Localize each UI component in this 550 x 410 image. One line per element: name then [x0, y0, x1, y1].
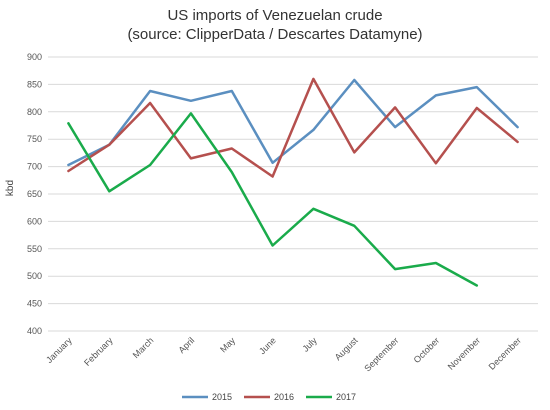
x-tick-label: October [412, 335, 442, 365]
x-tick-label: August [333, 335, 360, 362]
y-tick-label: 400 [27, 326, 42, 336]
x-axis-ticks: January February March April May June July Augu… [44, 335, 523, 374]
x-tick-label: June [257, 335, 278, 356]
chart-title: US imports of Venezuelan crude [167, 7, 382, 24]
y-tick-label: 750 [27, 134, 42, 144]
legend: 2015 2016 2017 [182, 392, 356, 402]
series-line-2017 [67, 112, 479, 287]
series-lines [67, 77, 519, 287]
x-tick-label: March [131, 335, 156, 360]
y-tick-label: 600 [27, 216, 42, 226]
x-tick-label: July [300, 335, 319, 354]
y-tick-label: 700 [27, 162, 42, 172]
legend-label: 2016 [274, 392, 294, 402]
x-tick-label: September [362, 335, 400, 373]
y-axis-title: kbd [5, 180, 16, 196]
x-tick-label: April [177, 335, 197, 355]
legend-label: 2015 [212, 392, 232, 402]
series-line-2015 [67, 78, 519, 167]
x-tick-label: December [487, 335, 523, 371]
y-tick-label: 900 [27, 52, 42, 62]
series-line-2016 [67, 77, 519, 178]
x-tick-label: November [446, 335, 482, 371]
y-axis-ticks: 400 450 500 550 600 650 700 750 800 850 900 [27, 52, 42, 336]
x-tick-label: February [82, 335, 115, 368]
x-tick-label: January [44, 335, 74, 365]
chart-subtitle: (source: ClipperData / Descartes Datamyn… [127, 26, 422, 43]
y-tick-label: 500 [27, 271, 42, 281]
y-tick-label: 850 [27, 79, 42, 89]
gridlines [48, 56, 538, 332]
y-tick-label: 450 [27, 299, 42, 309]
legend-label: 2017 [336, 392, 356, 402]
x-tick-label: May [218, 335, 237, 354]
y-tick-label: 650 [27, 189, 42, 199]
y-tick-label: 550 [27, 244, 42, 254]
y-tick-label: 800 [27, 107, 42, 117]
